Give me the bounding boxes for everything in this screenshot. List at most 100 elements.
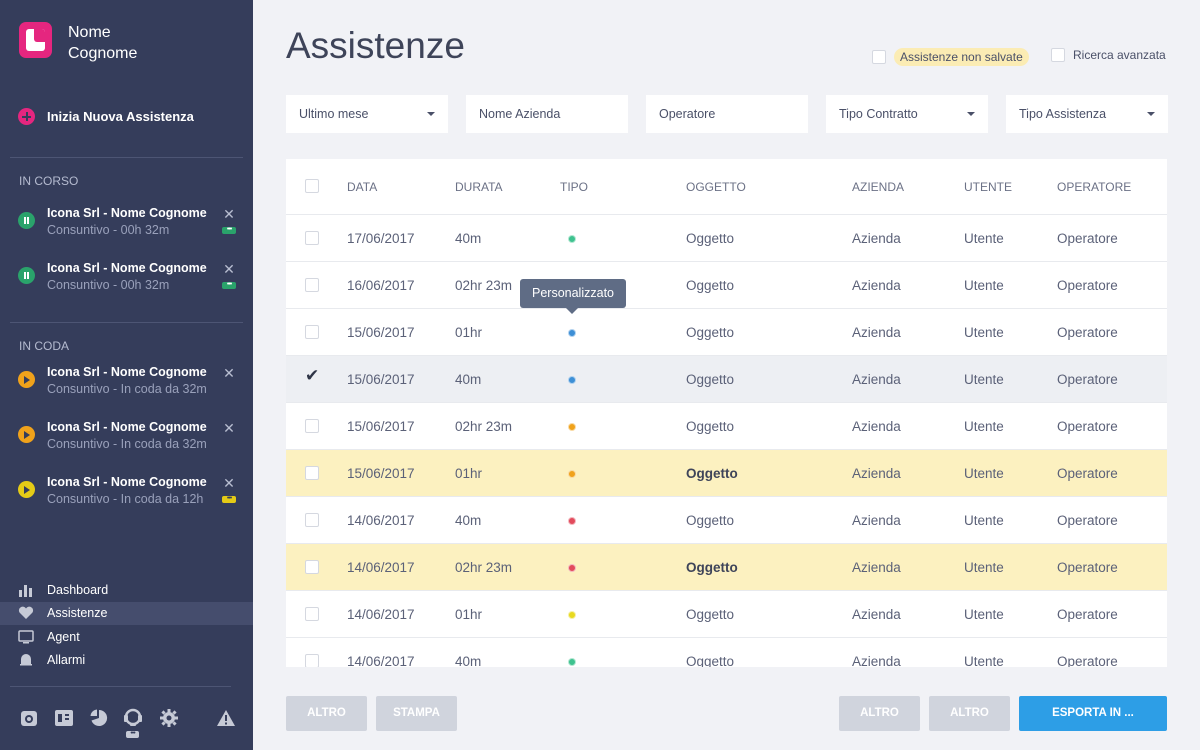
brand: Nome Cognome <box>19 22 158 64</box>
new-assistance-button[interactable]: Inizia Nuova Assistenza <box>18 108 194 125</box>
advanced-search-checkbox[interactable] <box>1051 48 1065 62</box>
play-icon[interactable] <box>18 426 35 443</box>
table-row[interactable]: ✔ 15/06/2017 40m Oggetto Azienda Utente Operat… <box>286 356 1167 403</box>
type-indicator[interactable] <box>568 564 576 572</box>
divider <box>10 157 243 158</box>
contract-type-select[interactable]: Tipo Contratto <box>826 95 988 133</box>
ticket-item[interactable]: Icona Srl - Nome Cognome Consuntivo - 00h… <box>18 261 238 295</box>
ticket-subtitle: Consuntivo - 00h 32m <box>47 278 170 292</box>
plus-icon <box>18 108 35 125</box>
row-subject: Oggetto <box>686 513 735 528</box>
sidebar-item-assistenze[interactable]: Assistenze <box>0 601 253 625</box>
support-icon[interactable] <box>123 708 143 728</box>
operator-placeholder: Operatore <box>659 107 716 121</box>
ticket-subtitle: Consuntivo - In coda da 32m <box>47 382 207 396</box>
more-icon[interactable]: ••• <box>222 281 236 289</box>
table-row[interactable]: 14/06/2017 40m Oggetto Azienda Utente Operato… <box>286 638 1167 667</box>
row-subject: Oggetto <box>686 231 735 246</box>
close-icon[interactable]: ✕ <box>223 475 235 491</box>
ticket-item[interactable]: Icona Srl - Nome Cognome Consuntivo - 00h… <box>18 206 238 240</box>
pause-icon[interactable] <box>18 267 35 284</box>
ticket-item[interactable]: Icona Srl - Nome Cognome Consuntivo - In … <box>18 365 238 399</box>
table-row[interactable]: 14/06/2017 40m Oggetto Azienda Utente Operato… <box>286 497 1167 544</box>
close-icon[interactable]: ✕ <box>223 206 235 222</box>
header-duration[interactable]: Durata <box>455 180 503 194</box>
sidebar-item-dashboard[interactable]: Dashboard <box>0 578 253 601</box>
type-indicator[interactable] <box>568 658 576 666</box>
type-indicator[interactable] <box>568 329 576 337</box>
company-input[interactable]: Nome Azienda <box>466 95 628 133</box>
more-button-right-2[interactable]: Altro <box>929 696 1010 731</box>
app-logo <box>19 22 52 58</box>
type-indicator[interactable] <box>568 423 576 431</box>
operator-input[interactable]: Operatore <box>646 95 808 133</box>
row-subject: Oggetto <box>686 419 735 434</box>
header-user[interactable]: Utente <box>964 180 1012 194</box>
row-checkbox[interactable] <box>305 325 319 339</box>
row-checkbox[interactable] <box>305 607 319 621</box>
more-icon[interactable]: ••• <box>126 730 139 738</box>
bar-chart-icon <box>18 582 34 598</box>
type-indicator[interactable] <box>568 235 576 243</box>
row-checkbox[interactable] <box>305 278 319 292</box>
header-company[interactable]: Azienda <box>852 180 905 194</box>
close-icon[interactable]: ✕ <box>223 420 235 436</box>
ticket-item[interactable]: Icona Srl - Nome Cognome Consuntivo - In … <box>18 475 238 509</box>
export-button[interactable]: Esporta in ... <box>1019 696 1167 731</box>
sidebar-item-label: Assistenze <box>47 606 108 620</box>
table-row[interactable]: 16/06/2017 02hr 23m Oggetto Azienda Utente Op… <box>286 262 1167 309</box>
pie-chart-icon[interactable] <box>89 708 109 728</box>
warning-icon[interactable] <box>216 708 236 728</box>
clipboard-icon[interactable] <box>54 708 74 728</box>
unsaved-checkbox[interactable] <box>872 50 886 64</box>
table-row[interactable]: 15/06/2017 02hr 23m Oggetto Azienda Utente Op… <box>286 403 1167 450</box>
row-checkbox[interactable] <box>305 466 319 480</box>
more-icon[interactable]: ••• <box>222 495 236 503</box>
table-row[interactable]: 14/06/2017 02hr 23m Oggetto Azienda Utente Op… <box>286 544 1167 591</box>
ticket-item[interactable]: Icona Srl - Nome Cognome Consuntivo - In … <box>18 420 238 454</box>
play-icon[interactable] <box>18 371 35 388</box>
table-row[interactable]: 17/06/2017 40m Oggetto Azienda Utente Operato… <box>286 215 1167 262</box>
type-indicator[interactable] <box>568 611 576 619</box>
pause-icon[interactable] <box>18 212 35 229</box>
row-checkbox[interactable] <box>305 654 319 667</box>
row-checkbox[interactable] <box>305 560 319 574</box>
row-checkbox[interactable] <box>305 231 319 245</box>
header-type[interactable]: Tipo <box>560 180 589 194</box>
assistance-type-select[interactable]: Tipo Assistenza <box>1006 95 1168 133</box>
checked-icon[interactable]: ✔ <box>305 366 320 385</box>
advanced-search-toggle[interactable]: Ricerca avanzata <box>1051 48 1166 62</box>
table-row[interactable]: 15/06/2017 01hr Oggetto Azienda Utente Operat… <box>286 309 1167 356</box>
close-icon[interactable]: ✕ <box>223 365 235 381</box>
row-checkbox[interactable] <box>305 513 319 527</box>
sidebar-item-agent[interactable]: Agent <box>0 625 253 648</box>
header-date[interactable]: Data <box>347 180 378 194</box>
type-indicator[interactable] <box>568 376 576 384</box>
type-indicator[interactable] <box>568 470 576 478</box>
gear-icon[interactable] <box>159 708 179 728</box>
period-select[interactable]: Ultimo mese <box>286 95 448 133</box>
header-subject[interactable]: Oggetto <box>686 180 746 194</box>
sidebar-item-allarmi[interactable]: Allarmi <box>0 649 253 672</box>
more-icon[interactable]: ••• <box>222 226 236 234</box>
table-row[interactable]: 14/06/2017 01hr Oggetto Azienda Utente Operat… <box>286 591 1167 638</box>
assistance-type-value: Tipo Assistenza <box>1019 107 1107 121</box>
unsaved-assistances-toggle[interactable]: Assistenze non salvate <box>872 48 1029 66</box>
more-button-left[interactable]: Altro <box>286 696 367 731</box>
row-checkbox[interactable] <box>305 419 319 433</box>
select-all-checkbox[interactable] <box>305 179 319 193</box>
more-button-right-1[interactable]: Altro <box>839 696 920 731</box>
row-operator: Operatore <box>1057 278 1118 293</box>
row-company: Azienda <box>852 278 901 293</box>
camera-icon[interactable] <box>19 708 39 728</box>
type-indicator[interactable] <box>568 517 576 525</box>
close-icon[interactable]: ✕ <box>223 261 235 277</box>
header-operator[interactable]: Operatore <box>1057 180 1132 194</box>
table-row[interactable]: 15/06/2017 01hr Oggetto Azienda Utente Operat… <box>286 450 1167 497</box>
row-user: Utente <box>964 372 1004 387</box>
play-icon[interactable] <box>18 481 35 498</box>
row-date: 14/06/2017 <box>347 560 415 575</box>
print-button[interactable]: Stampa <box>376 696 457 731</box>
row-operator: Operatore <box>1057 607 1118 622</box>
row-user: Utente <box>964 278 1004 293</box>
